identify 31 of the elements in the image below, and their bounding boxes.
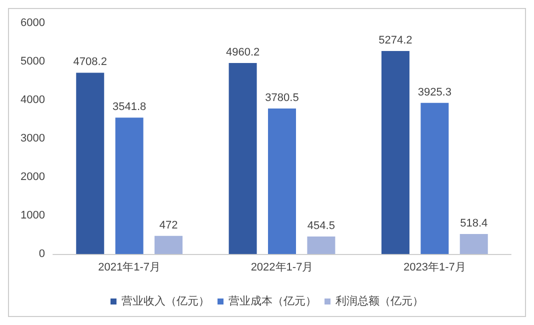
bar — [460, 234, 488, 254]
x-tick-label: 2021年1-7月 — [98, 262, 161, 274]
data-label: 3780.5 — [265, 92, 299, 104]
legend-label: 营业收入（亿元） — [122, 294, 210, 308]
data-label: 518.4 — [460, 218, 488, 230]
x-tick-label: 2022年1-7月 — [250, 262, 314, 274]
bar — [228, 63, 257, 254]
bar — [381, 50, 410, 254]
y-tick-label: 5000 — [20, 56, 45, 68]
bar — [76, 72, 104, 254]
legend-label: 利润总额（亿元） — [336, 294, 424, 308]
data-label: 4960.2 — [226, 46, 260, 59]
data-label: 3541.8 — [112, 101, 146, 114]
y-tick-label: 2000 — [20, 171, 45, 183]
bar — [154, 236, 183, 254]
data-label: 472 — [159, 219, 178, 232]
bar — [307, 236, 336, 254]
bar — [420, 102, 449, 254]
data-label: 5274.2 — [378, 34, 412, 46]
data-label: 3925.3 — [418, 86, 452, 98]
data-label: 454.5 — [307, 220, 335, 232]
x-tick-label: 2023年1-7月 — [403, 262, 466, 274]
y-tick-label: 3000 — [20, 132, 45, 144]
data-label: 4708.2 — [73, 56, 107, 68]
bar — [268, 108, 296, 254]
y-tick-label: 4000 — [20, 94, 45, 106]
legend-label: 营业成本（亿元） — [228, 294, 316, 308]
y-tick-label: 6000 — [20, 17, 45, 29]
y-tick-label: 0 — [38, 248, 45, 260]
y-tick-label: 1000 — [20, 210, 45, 222]
bar — [115, 118, 144, 254]
